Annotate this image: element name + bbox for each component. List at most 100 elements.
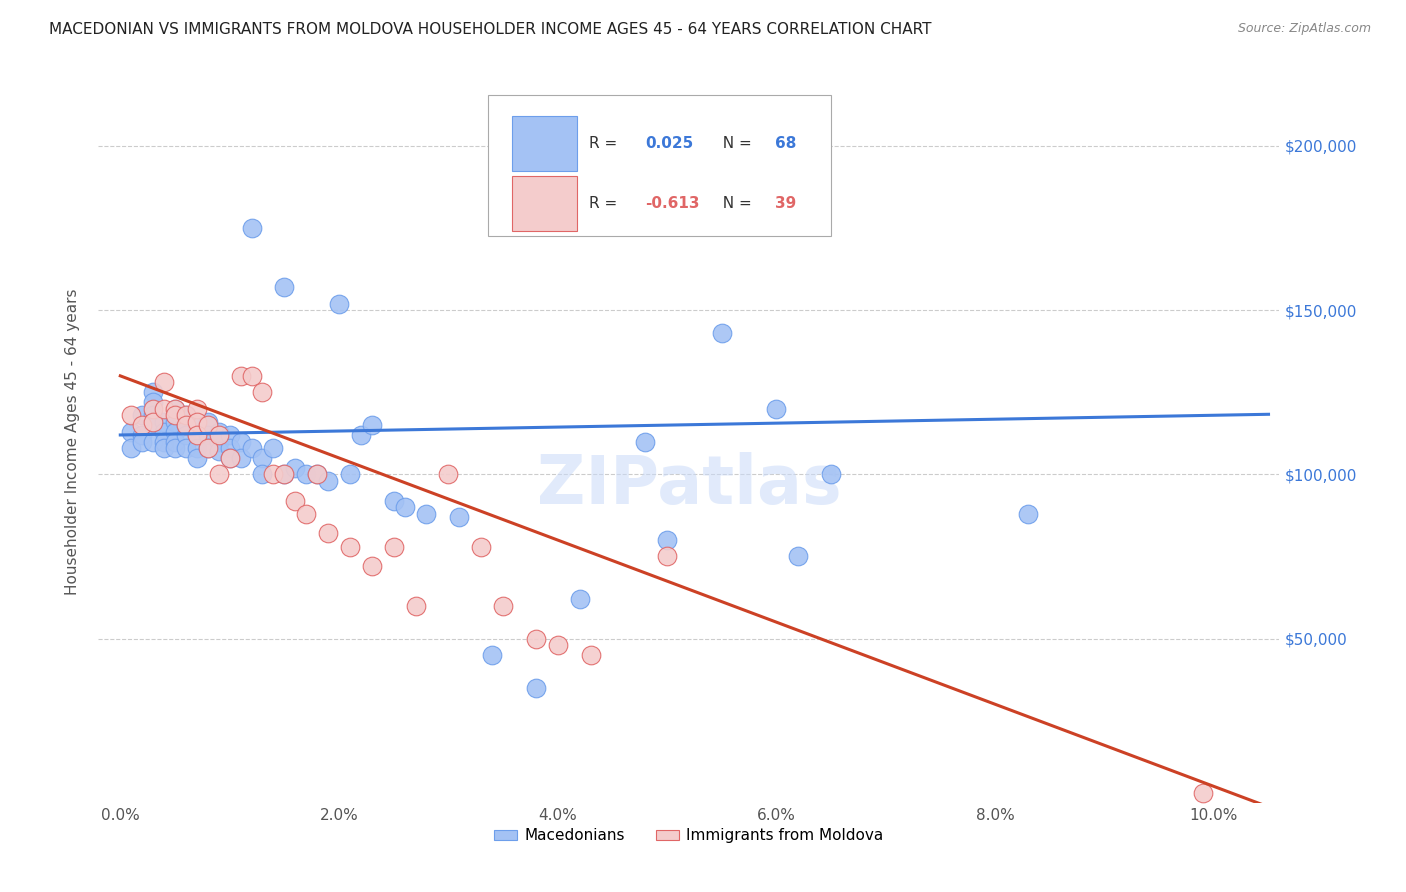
Point: [208, 425, 231, 439]
Point: [131, 418, 153, 433]
Point: [1192, 786, 1215, 800]
Y-axis label: Householder Income Ages 45 - 64 years: Householder Income Ages 45 - 64 years: [65, 288, 80, 595]
Point: [273, 467, 295, 482]
Point: [284, 493, 307, 508]
Point: [405, 599, 427, 613]
Point: [186, 418, 208, 433]
Point: [197, 428, 219, 442]
Point: [131, 409, 153, 423]
Text: N =: N =: [713, 136, 756, 151]
Point: [273, 467, 295, 482]
Point: [316, 474, 339, 488]
Point: [547, 638, 569, 652]
Point: [295, 467, 318, 482]
Text: MACEDONIAN VS IMMIGRANTS FROM MOLDOVA HOUSEHOLDER INCOME AGES 45 - 64 YEARS CORR: MACEDONIAN VS IMMIGRANTS FROM MOLDOVA HO…: [49, 22, 932, 37]
Point: [186, 428, 208, 442]
Point: [142, 409, 165, 423]
Point: [163, 401, 186, 416]
Point: [316, 526, 339, 541]
Point: [131, 428, 153, 442]
Point: [142, 395, 165, 409]
Point: [229, 434, 252, 449]
Point: [262, 441, 284, 455]
Point: [252, 385, 274, 400]
Point: [153, 376, 176, 390]
Point: [218, 450, 240, 465]
Point: [153, 415, 176, 429]
Point: [524, 632, 547, 646]
Point: [339, 467, 361, 482]
Text: 39: 39: [775, 196, 796, 211]
Point: [382, 493, 405, 508]
Point: [787, 549, 810, 564]
Point: [163, 441, 186, 455]
Point: [163, 415, 186, 429]
Point: [120, 441, 142, 455]
Point: [634, 434, 657, 449]
Point: [142, 418, 165, 433]
Point: [252, 467, 274, 482]
Text: R =: R =: [589, 196, 621, 211]
Point: [153, 425, 176, 439]
Point: [174, 441, 197, 455]
Point: [186, 401, 208, 416]
Point: [284, 460, 307, 475]
Point: [208, 428, 231, 442]
Point: [197, 415, 219, 429]
Point: [492, 599, 515, 613]
Point: [174, 428, 197, 442]
Point: [765, 401, 787, 416]
Point: [174, 418, 197, 433]
Point: [240, 221, 263, 235]
Point: [174, 409, 197, 423]
Point: [307, 467, 329, 482]
Legend: Macedonians, Immigrants from Moldova: Macedonians, Immigrants from Moldova: [488, 822, 890, 849]
Text: -0.613: -0.613: [645, 196, 700, 211]
Point: [710, 326, 733, 341]
Point: [360, 418, 382, 433]
Point: [120, 425, 142, 439]
Point: [307, 467, 329, 482]
Point: [153, 434, 176, 449]
Point: [131, 434, 153, 449]
Point: [174, 409, 197, 423]
Point: [186, 441, 208, 455]
Text: 68: 68: [775, 136, 797, 151]
FancyBboxPatch shape: [488, 95, 831, 235]
Point: [229, 368, 252, 383]
Point: [142, 401, 165, 416]
Point: [568, 592, 591, 607]
Point: [295, 507, 318, 521]
Point: [415, 507, 437, 521]
Point: [153, 441, 176, 455]
Point: [655, 533, 678, 547]
Point: [339, 540, 361, 554]
Point: [394, 500, 416, 515]
Point: [218, 450, 240, 465]
Point: [186, 428, 208, 442]
Text: ZIPatlas: ZIPatlas: [537, 452, 841, 518]
Point: [153, 401, 176, 416]
Text: Source: ZipAtlas.com: Source: ZipAtlas.com: [1237, 22, 1371, 36]
Point: [449, 510, 471, 524]
Point: [174, 418, 197, 433]
Point: [262, 467, 284, 482]
Point: [350, 428, 373, 442]
Point: [208, 444, 231, 458]
Point: [208, 467, 231, 482]
Point: [382, 540, 405, 554]
Text: R =: R =: [589, 136, 621, 151]
Text: N =: N =: [713, 196, 756, 211]
Point: [437, 467, 460, 482]
Point: [240, 441, 263, 455]
Point: [197, 418, 219, 433]
FancyBboxPatch shape: [512, 177, 576, 230]
Point: [470, 540, 492, 554]
Point: [579, 648, 602, 662]
Point: [360, 559, 382, 574]
Point: [197, 441, 219, 455]
Point: [524, 681, 547, 695]
Point: [328, 296, 350, 310]
Point: [142, 434, 165, 449]
Point: [218, 428, 240, 442]
